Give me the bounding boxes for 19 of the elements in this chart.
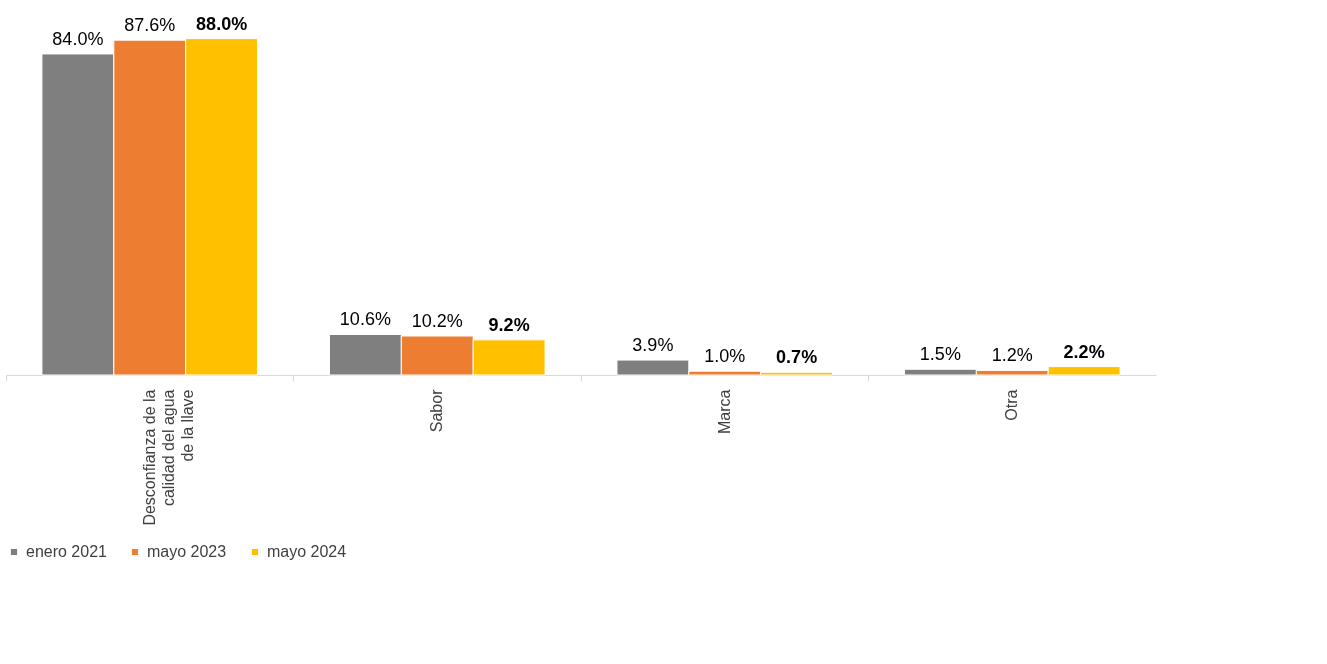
data-label: 3.9% xyxy=(632,335,674,356)
data-label: 1.0% xyxy=(704,346,746,367)
legend-label: mayo 2023 xyxy=(147,543,227,560)
data-label: 0.7% xyxy=(776,347,818,368)
x-tick-label: Marca xyxy=(715,389,733,434)
data-label: 10.2% xyxy=(411,311,463,332)
x-tick-label: Desconfianza de la calidad del agua de la llave xyxy=(140,389,196,526)
data-label: 88.0% xyxy=(196,13,248,34)
legend-label: enero 2021 xyxy=(26,543,108,560)
data-label: 9.2% xyxy=(488,314,530,335)
data-label: 1.5% xyxy=(919,344,961,365)
data-label: 1.2% xyxy=(991,345,1033,366)
data-label: 87.6% xyxy=(124,15,176,36)
legend-label: mayo 2024 xyxy=(267,543,347,560)
data-label: 84.0% xyxy=(52,28,104,49)
data-label: 2.2% xyxy=(1063,341,1105,362)
x-tick-label: Sabor xyxy=(428,388,446,433)
x-tick-label: Otra xyxy=(1003,389,1021,421)
data-label: 10.6% xyxy=(339,309,391,330)
